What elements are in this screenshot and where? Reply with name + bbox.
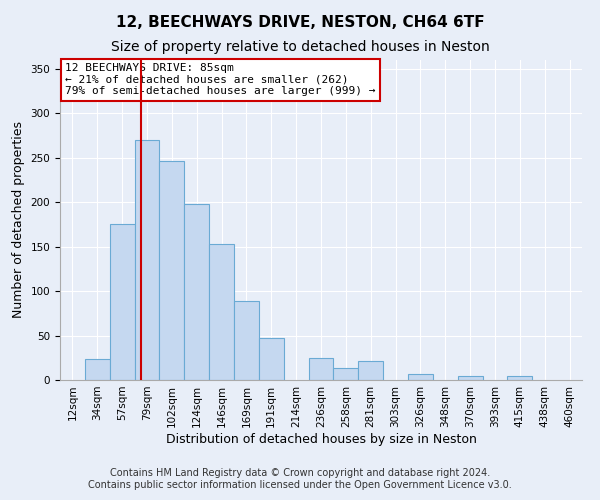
Y-axis label: Number of detached properties: Number of detached properties xyxy=(12,122,25,318)
Bar xyxy=(160,162,184,380)
Bar xyxy=(334,368,358,380)
Bar xyxy=(358,362,383,380)
Bar xyxy=(508,376,532,380)
Bar xyxy=(85,358,110,380)
Text: Size of property relative to detached houses in Neston: Size of property relative to detached ho… xyxy=(110,40,490,54)
Bar xyxy=(110,224,134,380)
Bar xyxy=(259,338,284,380)
X-axis label: Distribution of detached houses by size in Neston: Distribution of detached houses by size … xyxy=(166,432,476,446)
Bar xyxy=(209,244,234,380)
Bar xyxy=(184,204,209,380)
Bar xyxy=(308,358,334,380)
Bar xyxy=(234,301,259,380)
Bar xyxy=(134,140,160,380)
Text: Contains HM Land Registry data © Crown copyright and database right 2024.
Contai: Contains HM Land Registry data © Crown c… xyxy=(88,468,512,490)
Bar xyxy=(458,376,482,380)
Bar xyxy=(408,374,433,380)
Text: 12, BEECHWAYS DRIVE, NESTON, CH64 6TF: 12, BEECHWAYS DRIVE, NESTON, CH64 6TF xyxy=(116,15,484,30)
Text: 12 BEECHWAYS DRIVE: 85sqm
← 21% of detached houses are smaller (262)
79% of semi: 12 BEECHWAYS DRIVE: 85sqm ← 21% of detac… xyxy=(65,63,376,96)
